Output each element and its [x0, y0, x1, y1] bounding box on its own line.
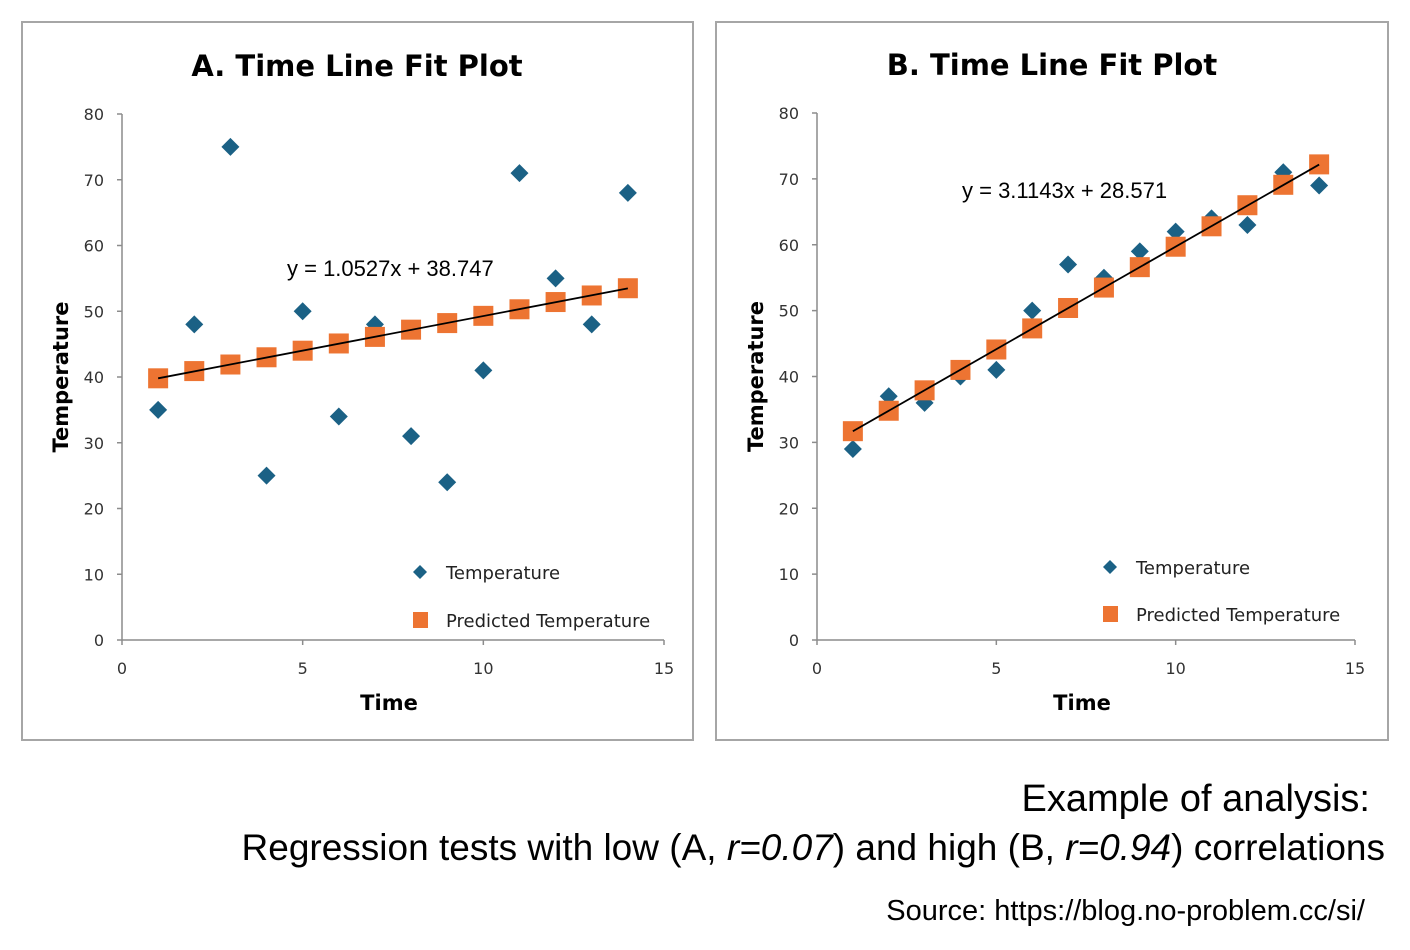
chart-title-b: B. Time Line Fit Plot	[887, 48, 1218, 82]
legend-diamond-icon	[413, 565, 427, 579]
y-tick-label: 20	[84, 500, 104, 519]
caption-part: ) and high (B,	[832, 827, 1066, 868]
temperature-point	[221, 137, 240, 156]
y-tick-label: 10	[84, 565, 104, 584]
y-tick-label: 70	[779, 170, 799, 189]
temperature-point	[1238, 215, 1257, 234]
temperature-point	[1130, 242, 1149, 261]
predicted-temperature-point	[1309, 154, 1330, 175]
y-tick-label: 0	[94, 631, 104, 650]
x-tick-label: 10	[473, 659, 493, 678]
trendline-equation-b: y = 3.1143x + 28.571	[962, 178, 1167, 203]
predicted-temperature-point	[617, 278, 638, 299]
legend-label-predicted: Predicted Temperature	[446, 611, 650, 632]
caption-r-value-b: r=0.94	[1065, 827, 1172, 868]
x-tick-label: 15	[654, 659, 674, 678]
temperature-point	[1310, 176, 1329, 195]
x-tick-label: 10	[1165, 659, 1185, 678]
y-tick-label: 10	[779, 565, 799, 584]
legend-label-temperature: Temperature	[445, 563, 560, 584]
caption-description: Regression tests with low (A, r=0.07) an…	[242, 827, 1385, 869]
y-tick-label: 30	[779, 433, 799, 452]
caption-heading: Example of analysis:	[1021, 778, 1371, 820]
temperature-point	[474, 361, 493, 380]
x-tick-label: 15	[1345, 659, 1365, 678]
trendline-b	[852, 163, 1320, 433]
temperature-point	[1166, 222, 1185, 241]
y-axis-label-b: Temperature	[744, 301, 768, 452]
caption-source: Source: https://blog.no-problem.cc/si/	[886, 895, 1365, 927]
temperature-point	[1023, 301, 1042, 320]
x-axis-label-b: Time	[1053, 691, 1111, 715]
caption-part: ) correlations	[1171, 827, 1385, 868]
temperature-point	[185, 315, 204, 334]
y-tick-label: 50	[84, 302, 104, 321]
temperature-point	[329, 407, 348, 426]
temperature-point	[1059, 255, 1078, 274]
y-tick-label: 30	[84, 434, 104, 453]
temperature-point	[149, 400, 168, 419]
caption-r-value-a: r=0.07	[726, 827, 833, 868]
temperature-point	[510, 164, 529, 183]
y-tick-label: 40	[779, 368, 799, 387]
temperature-point	[293, 302, 312, 321]
temperature-point	[402, 427, 421, 446]
temperature-point	[257, 466, 276, 485]
legend-square-icon	[413, 612, 428, 628]
x-tick-label: 5	[298, 659, 308, 678]
temperature-point	[546, 269, 565, 288]
y-tick-label: 20	[779, 499, 799, 518]
trendline-a	[157, 287, 629, 380]
x-tick-label: 5	[991, 659, 1001, 678]
y-axis-label-a: Temperature	[49, 301, 73, 452]
legend-square-icon	[1103, 606, 1118, 622]
temperature-point	[843, 439, 862, 458]
temperature-point	[618, 183, 637, 202]
chart-panel-b	[715, 21, 1389, 741]
x-tick-label: 0	[812, 659, 822, 678]
chart-panel-a	[21, 21, 694, 741]
chart-title-a: A. Time Line Fit Plot	[191, 49, 522, 83]
y-tick-label: 70	[84, 171, 104, 190]
temperature-point	[582, 315, 601, 334]
legend-label-predicted: Predicted Temperature	[1136, 605, 1340, 626]
y-tick-label: 80	[84, 105, 104, 124]
y-tick-label: 60	[84, 237, 104, 256]
caption-part: Regression tests with low (A,	[241, 827, 727, 868]
legend-diamond-icon	[1103, 560, 1117, 574]
trendline-equation-a: y = 1.0527x + 38.747	[287, 256, 494, 281]
y-tick-label: 80	[779, 104, 799, 123]
y-tick-label: 40	[84, 368, 104, 387]
y-tick-label: 50	[779, 302, 799, 321]
x-tick-label: 0	[117, 659, 127, 678]
temperature-point	[438, 473, 457, 492]
x-axis-label-a: Time	[360, 691, 418, 715]
y-tick-label: 0	[789, 631, 799, 650]
temperature-point	[987, 360, 1006, 379]
y-tick-label: 60	[779, 236, 799, 255]
legend-label-temperature: Temperature	[1135, 558, 1250, 579]
